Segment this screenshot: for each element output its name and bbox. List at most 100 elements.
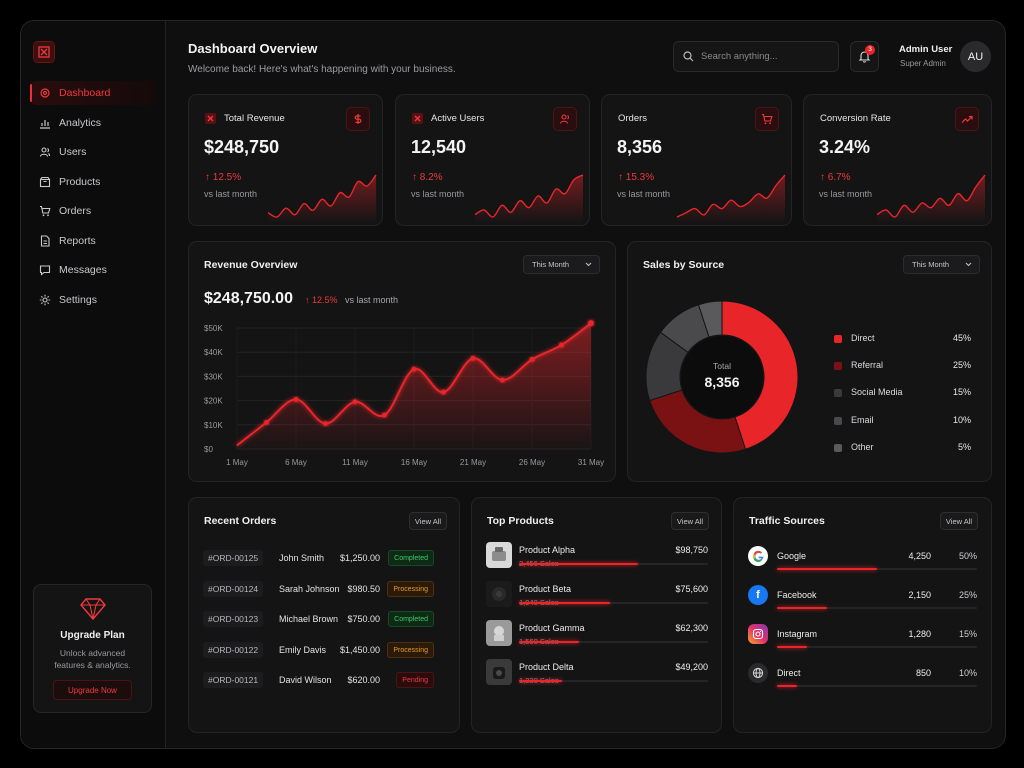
table-row[interactable]: #ORD-00123 Michael Brown $750.00 Completed xyxy=(203,608,448,630)
table-row[interactable]: #ORD-00122 Emily Davis $1,450.00 Processing xyxy=(203,639,448,661)
sidebar-item-reports[interactable]: Reports xyxy=(31,229,157,253)
data-point[interactable] xyxy=(293,396,299,402)
period-dropdown[interactable]: This Month xyxy=(523,255,600,274)
table-row[interactable]: #ORD-00121 David Wilson $620.00 Pending xyxy=(203,669,448,691)
avatar[interactable]: AU xyxy=(960,41,991,72)
sales-by-source-card: Sales by Source This Month Total 8,356 Di… xyxy=(627,241,992,482)
stat-change-value: 8.2% xyxy=(419,172,443,183)
stat-vs: vs last month xyxy=(204,189,258,199)
data-point[interactable] xyxy=(559,342,564,348)
y-tick-label: $10K xyxy=(204,421,223,430)
cart-icon xyxy=(755,107,779,131)
view-all-button[interactable]: View All xyxy=(940,512,978,530)
list-item[interactable]: Product Gamma1,560 Sales$62,300 xyxy=(486,620,708,651)
order-amount: $980.50 xyxy=(347,583,380,594)
legend-swatch xyxy=(834,362,842,371)
order-amount: $620.00 xyxy=(347,675,380,686)
stat-label-row: Orders xyxy=(618,113,647,124)
list-item[interactable]: Product Alpha2,456 Sales$98,750 xyxy=(486,542,708,573)
page-subtitle: Welcome back! Here's what's happening wi… xyxy=(188,64,456,75)
progress-fill xyxy=(519,563,639,565)
product-image xyxy=(486,581,512,607)
progress-track xyxy=(777,607,977,609)
sidebar-item-settings[interactable]: Settings xyxy=(31,288,157,312)
donut-slice[interactable] xyxy=(697,300,723,338)
top-products-card: Top Products View All Product Alpha2,456… xyxy=(471,497,722,733)
data-point[interactable] xyxy=(500,377,505,383)
revenue-change: ↑ 12.5% xyxy=(305,295,338,305)
list-item[interactable]: Product Beta1,940 Sales$75,600 xyxy=(486,581,708,612)
x-tick-label: 21 May xyxy=(460,458,486,467)
view-all-button[interactable]: View All xyxy=(671,512,709,530)
data-point[interactable] xyxy=(323,421,328,426)
view-all-button[interactable]: View All xyxy=(409,512,447,530)
status-badge: Completed xyxy=(388,550,434,566)
source-percent: 10% xyxy=(958,668,977,678)
stat-mini-icon xyxy=(412,113,423,124)
progress-track xyxy=(519,563,708,565)
sidebar-item-orders[interactable]: Orders xyxy=(31,199,157,223)
notifications-button[interactable]: 3 xyxy=(850,41,879,72)
logo-icon[interactable] xyxy=(33,41,55,63)
table-row[interactable]: #ORD-00124 Sarah Johnson $980.50 Processing xyxy=(203,578,448,600)
donut-center-value: 8,356 xyxy=(704,374,739,390)
period-dropdown[interactable]: This Month xyxy=(903,255,980,274)
table-row[interactable]: #ORD-00125 John Smith $1,250.00 Completed xyxy=(203,547,448,569)
stat-label: Active Users xyxy=(431,113,485,124)
sidebar-item-label: Analytics xyxy=(59,116,102,129)
stat-card-active-users: Active Users 12,540 ↑ 8.2% vs last month xyxy=(395,94,590,226)
upgrade-title: Upgrade Plan xyxy=(60,630,125,641)
revenue-value: $248,750.00 xyxy=(204,290,293,307)
list-item[interactable]: f Facebook 2,150 25% xyxy=(748,585,977,611)
data-point[interactable] xyxy=(588,320,594,327)
sidebar-item-label: Users xyxy=(59,146,87,158)
sidebar: Dashboard Analytics Users Products Order… xyxy=(21,21,166,748)
list-item[interactable]: Google 4,250 50% xyxy=(748,546,977,572)
sidebar-item-analytics[interactable]: Analytics xyxy=(31,111,157,135)
sidebar-item-label: Messages xyxy=(59,264,107,276)
search-box[interactable] xyxy=(673,41,839,72)
sidebar-item-dashboard[interactable]: Dashboard xyxy=(30,81,157,105)
x-tick-label: 6 May xyxy=(285,458,307,467)
status-badge: Processing xyxy=(387,641,434,658)
sparkline-area xyxy=(677,175,785,223)
donut-slice[interactable] xyxy=(721,300,799,450)
legend-swatch xyxy=(834,416,842,425)
sparkline-line xyxy=(676,174,786,218)
card-title: Traffic Sources xyxy=(749,515,825,527)
source-name: Google xyxy=(777,551,807,561)
sidebar-item-users[interactable]: Users xyxy=(31,140,157,164)
sparkline xyxy=(676,174,786,223)
data-point[interactable] xyxy=(411,366,417,372)
list-item[interactable]: Direct 850 10% xyxy=(748,663,977,689)
stat-vs: vs last month xyxy=(411,189,465,199)
progress-track xyxy=(519,641,708,643)
data-point[interactable] xyxy=(352,399,358,405)
data-point[interactable] xyxy=(441,389,446,395)
source-value: 850 xyxy=(915,668,931,678)
list-item[interactable]: Instagram 1,280 15% xyxy=(748,624,977,650)
y-tick-label: $30K xyxy=(204,372,223,381)
order-id: #ORD-00125 xyxy=(203,550,264,566)
data-point[interactable] xyxy=(382,412,387,418)
product-image xyxy=(486,620,512,646)
revenue-chart: $0 $10K $20K $30K $40K $50K 1 May 6 May 11 May 16… xyxy=(204,320,604,467)
sales-donut-chart: Total 8,356 xyxy=(645,300,799,454)
x-tick-label: 1 May xyxy=(226,458,248,467)
data-point[interactable] xyxy=(529,357,535,362)
legend-item: Direct 45% xyxy=(834,333,971,345)
sidebar-item-products[interactable]: Products xyxy=(31,170,157,194)
stat-card-orders: Orders 8,356 ↑ 15.3% vs last month xyxy=(601,94,792,226)
card-title: Recent Orders xyxy=(204,515,277,527)
data-point[interactable] xyxy=(264,419,269,425)
stat-label: Total Revenue xyxy=(224,113,285,124)
progress-track xyxy=(777,646,977,648)
arrow-up-icon: ↑ xyxy=(820,172,828,183)
status-badge: Pending xyxy=(396,672,434,689)
sidebar-item-messages[interactable]: Messages xyxy=(31,258,157,282)
data-point[interactable] xyxy=(470,355,476,361)
upgrade-now-button[interactable]: Upgrade Now xyxy=(53,680,132,700)
bar-chart-icon xyxy=(40,119,50,129)
list-item[interactable]: Product Delta1,230 Sales$49,200 xyxy=(486,659,708,690)
search-input[interactable] xyxy=(701,51,831,62)
